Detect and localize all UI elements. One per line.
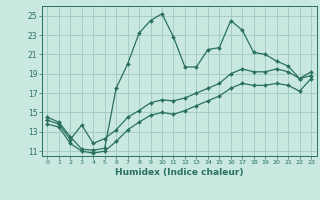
X-axis label: Humidex (Indice chaleur): Humidex (Indice chaleur) — [115, 168, 244, 177]
